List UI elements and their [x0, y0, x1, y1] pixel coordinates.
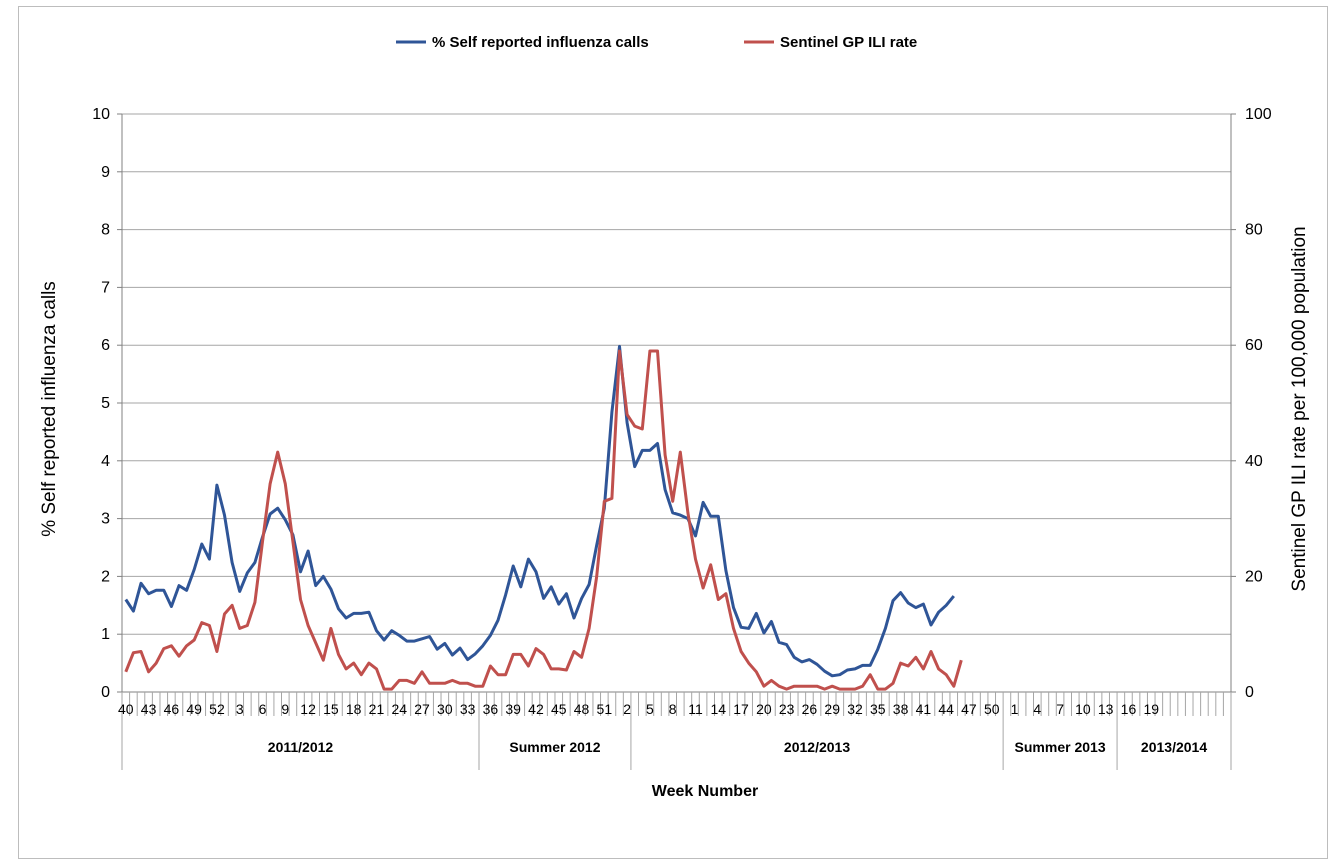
period-label: 2013/2014 — [1141, 739, 1207, 755]
x-tick-label: 45 — [551, 701, 567, 717]
y-left-tick-label: 2 — [101, 568, 110, 585]
x-tick-label: 43 — [141, 701, 157, 717]
x-tick-label: 41 — [916, 701, 932, 717]
series-line-self-reported — [124, 344, 955, 678]
x-tick-label: 12 — [300, 701, 316, 717]
x-tick-label: 10 — [1075, 701, 1091, 717]
x-tick-label: 11 — [688, 701, 703, 717]
x-tick-label: 26 — [802, 701, 818, 717]
x-tick-label: 30 — [437, 701, 453, 717]
legend: % Self reported influenza calls Sentinel… — [396, 34, 917, 51]
y-left-tick-label: 8 — [101, 222, 110, 239]
x-tick-label: 47 — [961, 701, 977, 717]
y-left-tick-label: 3 — [101, 511, 110, 528]
y-left-tick-label: 4 — [101, 453, 110, 470]
y-right-tick-label: 60 — [1245, 337, 1263, 354]
y-left-tick-label: 5 — [101, 395, 110, 412]
x-tick-label: 16 — [1121, 701, 1137, 717]
x-tick-label: 33 — [460, 701, 476, 717]
x-tick-label: 17 — [733, 701, 749, 717]
x-tick-label: 38 — [893, 701, 909, 717]
x-tick-label: 40 — [118, 701, 134, 717]
y-left-tick-label: 6 — [101, 337, 110, 354]
x-tick-label: 49 — [186, 701, 202, 717]
x-tick-label: 3 — [236, 701, 244, 717]
y-right-tick-label: 100 — [1245, 106, 1272, 123]
x-tick-label: 19 — [1143, 701, 1159, 717]
x-tick-label: 50 — [984, 701, 1000, 717]
legend-label-self-reported: % Self reported influenza calls — [432, 34, 649, 51]
y-left-tick-label: 1 — [101, 626, 110, 643]
y-right-tick-label: 0 — [1245, 684, 1254, 701]
series-line-sentinel — [124, 349, 963, 691]
x-tick-label: 27 — [414, 701, 430, 717]
x-tick-label: 29 — [824, 701, 840, 717]
x-tick-label: 14 — [710, 701, 726, 717]
x-tick-label: 39 — [505, 701, 521, 717]
x-tick-label: 44 — [938, 701, 954, 717]
x-tick-label: 32 — [847, 701, 863, 717]
series-lines — [124, 344, 963, 691]
period-label: 2011/2012 — [268, 739, 334, 755]
x-tick-label: 7 — [1056, 701, 1064, 717]
period-label: Summer 2012 — [509, 739, 600, 755]
legend-label-sentinel: Sentinel GP ILI rate — [780, 34, 917, 51]
x-tick-label: 20 — [756, 701, 772, 717]
x-tick-label: 4 — [1033, 701, 1041, 717]
x-tick-label: 9 — [281, 701, 289, 717]
x-tick-label: 42 — [528, 701, 544, 717]
x-axis-ticks: 40 43 46 49 52 3 6 9 12 15 18 21 24 27 30 33 36 39 42 45 48 5… — [118, 692, 1232, 770]
y-right-axis-label: Sentinel GP ILI rate per 100,000 populat… — [1289, 226, 1310, 591]
x-axis-label: Week Number — [652, 783, 758, 800]
x-tick-label: 36 — [483, 701, 499, 717]
x-tick-label: 15 — [323, 701, 339, 717]
x-tick-label: 48 — [574, 701, 590, 717]
x-tick-label: 35 — [870, 701, 886, 717]
chart-frame: 0 1 2 3 4 5 6 7 8 9 10 0 20 40 60 80 100 40 43 46 49 52 3 6 9 12… — [18, 6, 1328, 859]
y-left-tick-label: 7 — [101, 279, 110, 296]
x-tick-label: 51 — [597, 701, 613, 717]
y-left-tick-label: 9 — [101, 164, 110, 181]
x-tick-label: 18 — [346, 701, 362, 717]
y-left-axis-label: % Self reported influenza calls — [39, 281, 60, 537]
x-tick-label: 23 — [779, 701, 795, 717]
period-label: Summer 2013 — [1015, 739, 1106, 755]
x-tick-label: 13 — [1098, 701, 1114, 717]
gridlines — [122, 113, 1231, 693]
y-right-tick-label: 40 — [1245, 453, 1263, 470]
x-tick-label: 46 — [164, 701, 180, 717]
x-tick-label: 8 — [669, 701, 677, 717]
x-tick-label: 2 — [623, 701, 631, 717]
x-tick-label: 6 — [259, 701, 267, 717]
y-left-tick-label: 10 — [92, 106, 110, 123]
x-tick-label: 52 — [209, 701, 225, 717]
x-tick-label: 24 — [391, 701, 407, 717]
x-tick-label: 1 — [1011, 701, 1019, 717]
y-left-tick-label: 0 — [101, 684, 110, 701]
x-tick-label: 21 — [369, 701, 385, 717]
x-tick-label: 5 — [646, 701, 654, 717]
y-right-tick-label: 20 — [1245, 568, 1263, 585]
period-label: 2012/2013 — [784, 739, 850, 755]
y-right-tick-label: 80 — [1245, 222, 1263, 239]
